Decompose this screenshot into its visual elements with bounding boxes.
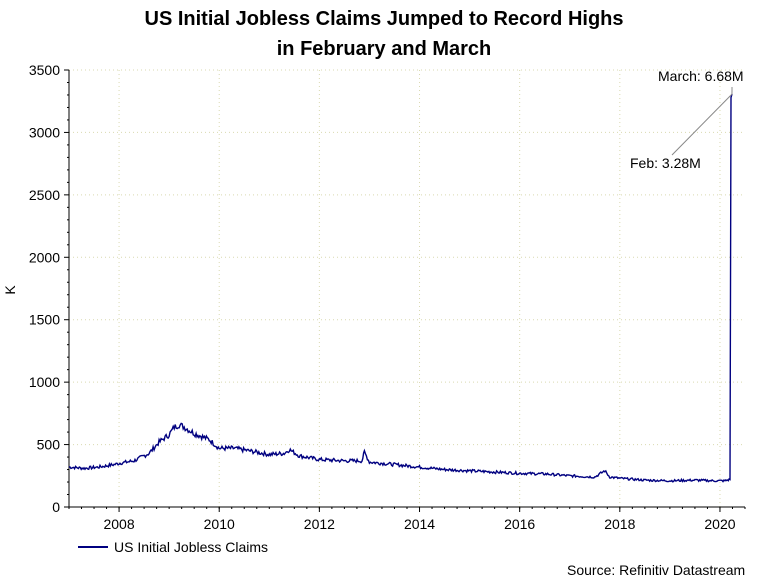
x-tick-label: 2018: [604, 516, 635, 532]
legend-swatch: [78, 546, 108, 548]
y-axis-label: K: [2, 285, 18, 295]
x-tick-label: 2020: [704, 516, 735, 532]
chart-title-line1: US Initial Jobless Claims Jumped to Reco…: [144, 8, 624, 30]
x-tick-label: 2008: [103, 516, 134, 532]
legend-label: US Initial Jobless Claims: [114, 539, 269, 555]
y-tick-label: 2500: [29, 187, 60, 203]
series-line-jobless-claims: [68, 93, 733, 483]
x-tick-label: 2012: [304, 516, 335, 532]
gridlines: [69, 69, 745, 507]
chart-title-line2: in February and March: [276, 38, 492, 60]
axes: 0 500 1000 1500 2000 2500 3000 3500 2008 2010 2012…: [29, 62, 746, 532]
y-tick-label: 1000: [29, 374, 60, 390]
annotation-march: March: 6.68M: [658, 68, 744, 84]
annotation-feb: Feb: 3.28M: [630, 155, 701, 171]
legend: US Initial Jobless Claims: [78, 539, 268, 555]
annotations: March: 6.68M Feb: 3.28M: [630, 68, 744, 171]
x-tick-label: 2014: [404, 516, 435, 532]
annotation-leader-line: [671, 93, 733, 156]
y-tick-label: 3000: [29, 124, 60, 140]
x-tick-label: 2010: [204, 516, 235, 532]
y-tick-label: 1500: [29, 312, 60, 328]
y-tick-label: 0: [52, 499, 60, 515]
series-layer: [68, 93, 733, 483]
x-tick-label: 2016: [504, 516, 535, 532]
source-note: Source: Refinitiv Datastream: [567, 562, 746, 578]
chart-title: US Initial Jobless Claims Jumped to Reco…: [0, 4, 768, 64]
y-tick-label: 2000: [29, 249, 60, 265]
y-tick-label: 500: [37, 437, 61, 453]
y-tick-label: 3500: [29, 62, 60, 78]
